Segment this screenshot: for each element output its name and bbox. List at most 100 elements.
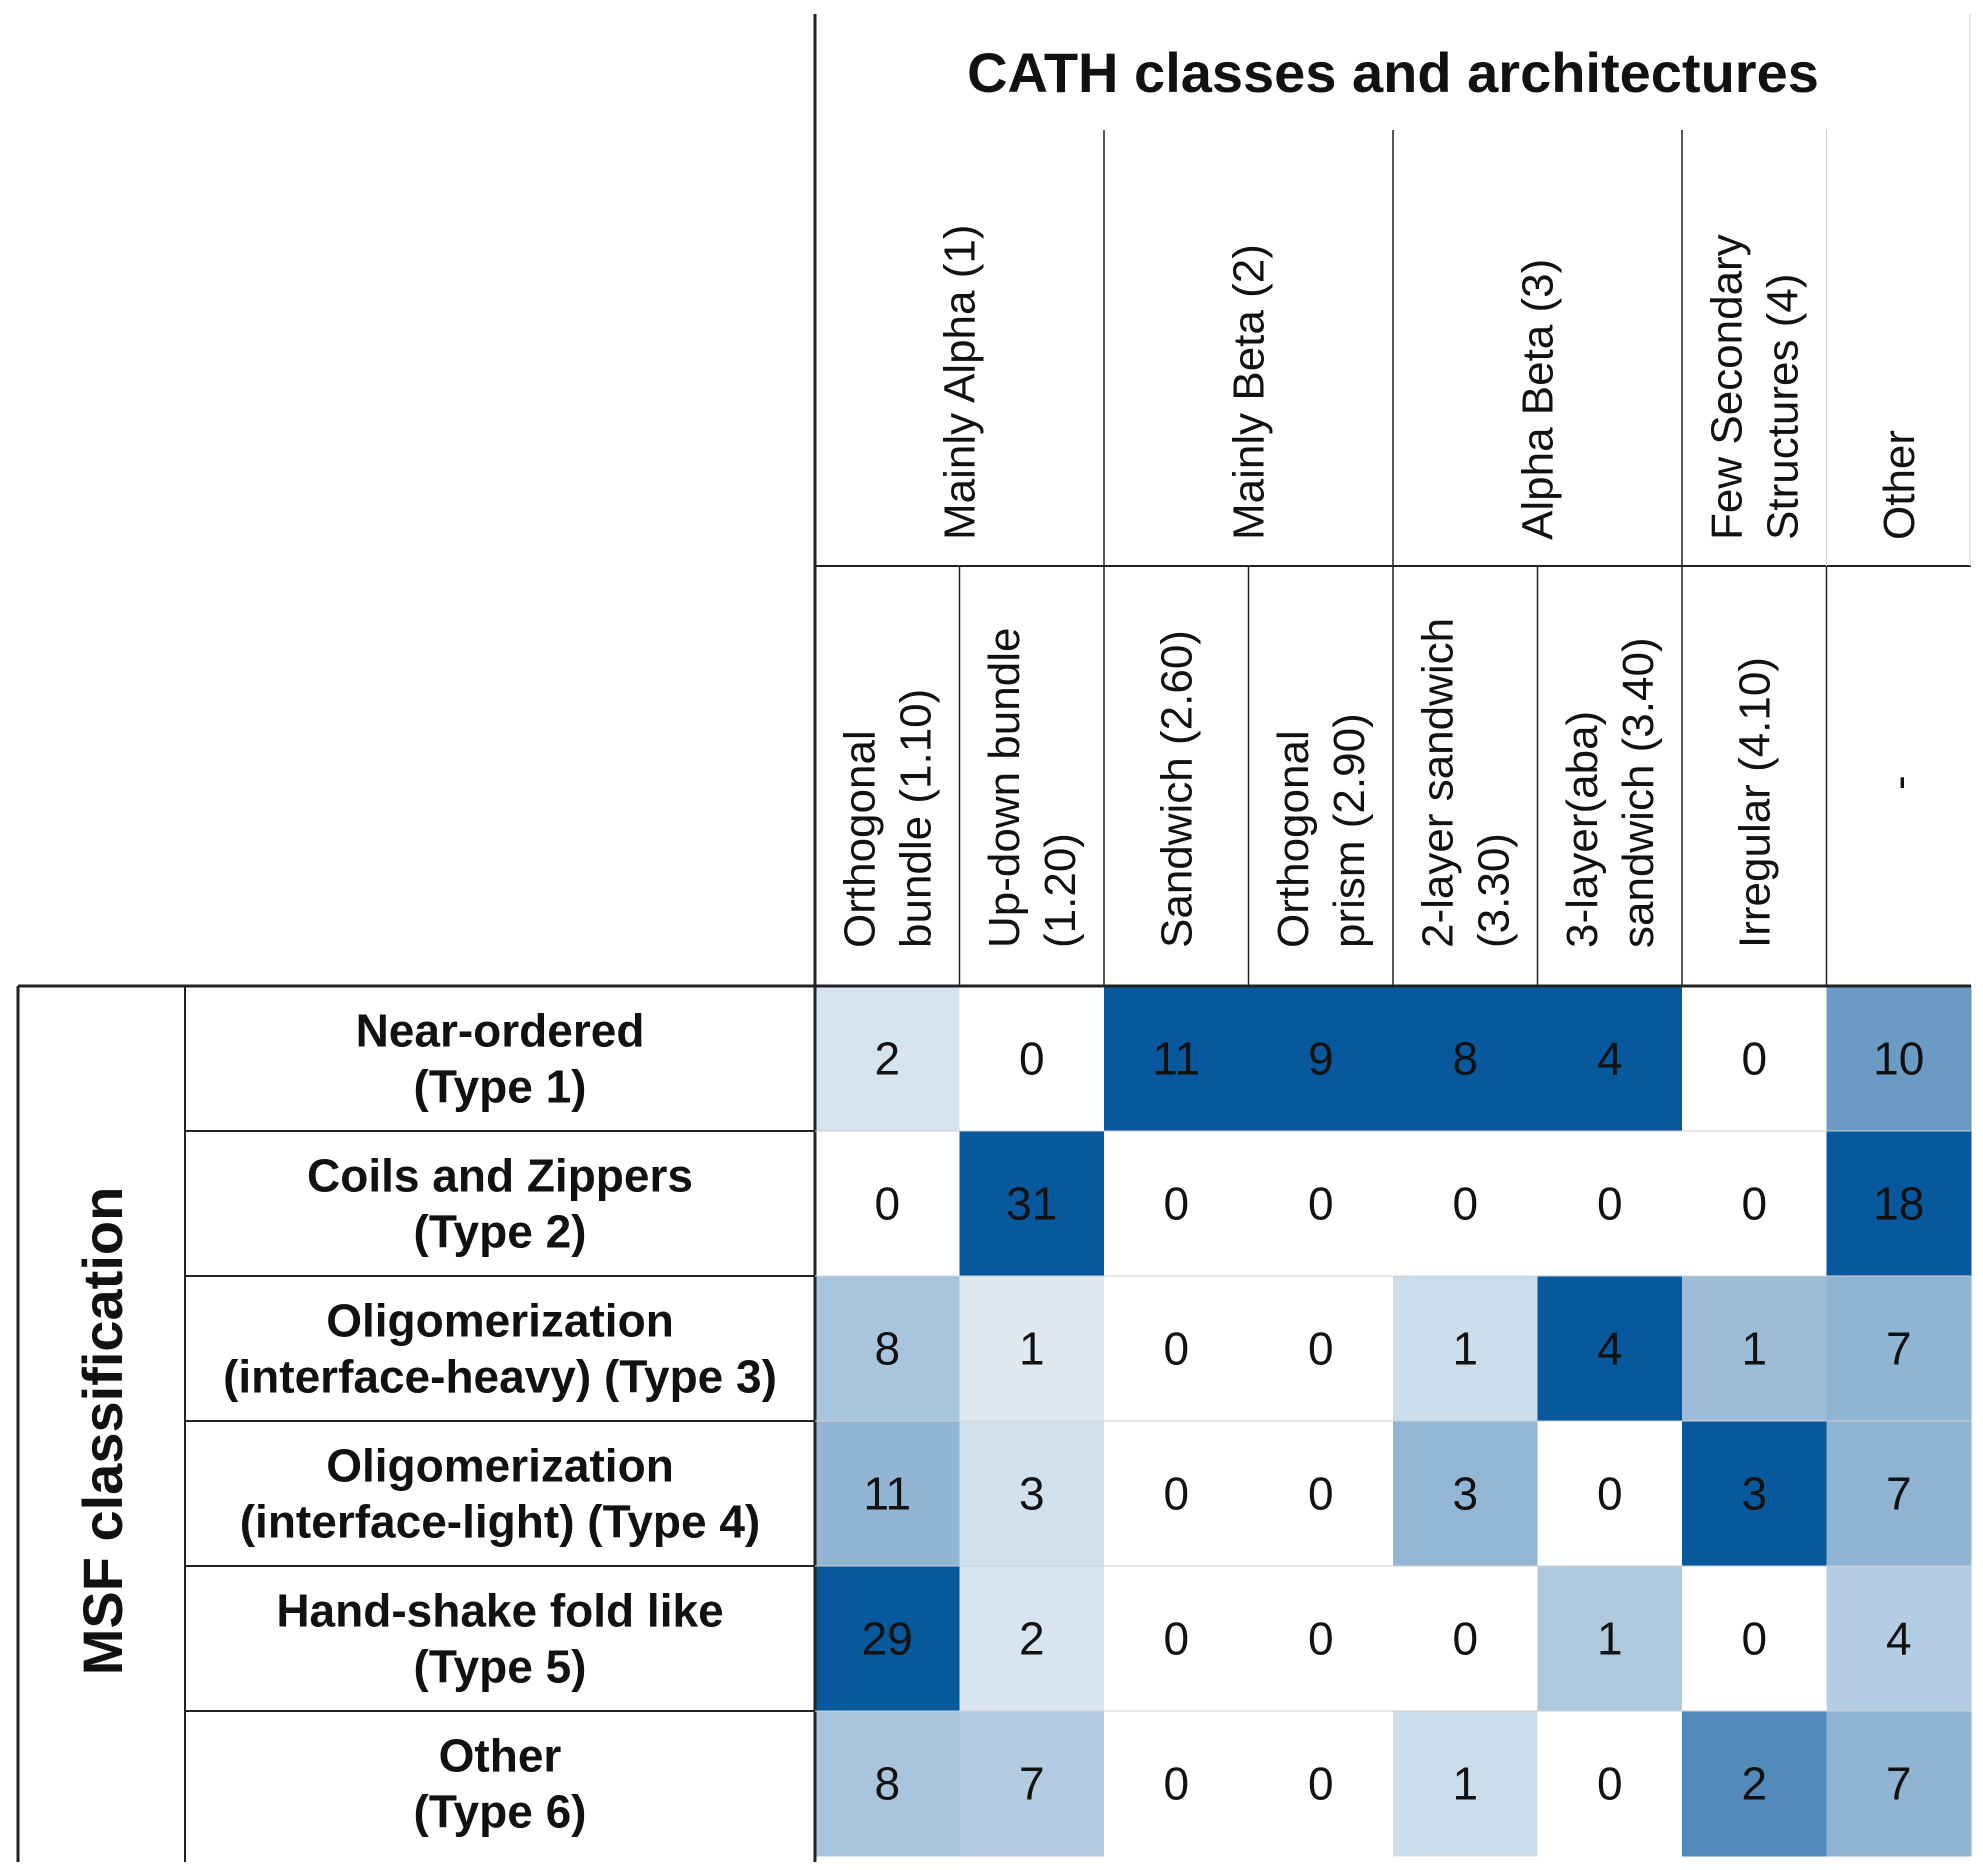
cell-value-label: 0	[1741, 1178, 1767, 1230]
cell-value-label: 4	[1597, 1033, 1623, 1085]
grid-lines	[16, 14, 1971, 1862]
architecture-label: Sandwich (2.60)	[1152, 630, 1201, 948]
heatmap-cell	[1537, 1421, 1683, 1567]
cell-value-label: 7	[1886, 1758, 1912, 1810]
cell-value-label: 11	[1152, 1033, 1200, 1085]
row-label: (Type 2)	[414, 1206, 587, 1258]
row-label: (Type 1)	[414, 1061, 587, 1113]
class-label-line: Other	[1875, 430, 1924, 540]
cell-value-label: 4	[1597, 1323, 1623, 1375]
architecture-label-line: Irregular (4.10)	[1730, 657, 1779, 948]
row-label: (interface-light) (Type 4)	[240, 1496, 761, 1548]
cell-value-label: 11	[863, 1468, 911, 1520]
labels: 2 0 11 9 8 4 0 100 31 0 0 0 0 0 188 1 0 0 1 4 1 711 3 0 0 3 0 3 729 2…	[71, 41, 1924, 1838]
architecture-label: Up-down bundle (1.20)	[980, 628, 1085, 948]
row-label: (Type 6)	[414, 1786, 587, 1838]
cell-value-label: 0	[1163, 1613, 1189, 1665]
heatmap-cell	[959, 1131, 1105, 1277]
heatmap-cell	[959, 1421, 1105, 1567]
cell-value-label: 3	[1452, 1468, 1478, 1520]
cell-value-label: 0	[1741, 1613, 1767, 1665]
architecture-label: -	[1875, 775, 1924, 790]
cell-value-label: 4	[1886, 1613, 1912, 1665]
heatmap-cell	[815, 1131, 960, 1277]
cell-value-label: 7	[1886, 1323, 1912, 1375]
heatmap-cell	[1682, 1131, 1827, 1277]
heatmap-cell	[1537, 1276, 1683, 1422]
architecture-label-line: 3-layer(aba)	[1558, 711, 1607, 948]
heatmap-cell	[1393, 1711, 1538, 1857]
cell-value-label: 0	[1308, 1758, 1334, 1810]
heatmap-cell	[1537, 1566, 1683, 1712]
row-label: (interface-heavy) (Type 3)	[223, 1351, 777, 1403]
architecture-label-line: bundle (1.10)	[891, 689, 940, 948]
row-label: Hand-shake fold like	[276, 1585, 723, 1637]
cell-value-label: 0	[1597, 1178, 1623, 1230]
cell-value-label: 0	[1308, 1613, 1334, 1665]
heatmap-cell	[1826, 1131, 1972, 1277]
heatmap-cell	[1826, 1276, 1972, 1422]
heatmap-cell	[1104, 1131, 1249, 1277]
architecture-label-line: Up-down bundle	[980, 628, 1029, 948]
row-label: Other	[439, 1730, 562, 1782]
cell-value-label: 0	[1163, 1468, 1189, 1520]
architecture-label-line: (3.30)	[1469, 833, 1518, 948]
cell-value-label: 2	[1019, 1613, 1045, 1665]
class-label: Mainly Beta (2)	[1225, 244, 1274, 540]
architecture-label: Orthogonal bundle (1.10)	[835, 689, 940, 948]
heatmap-cell	[815, 1276, 960, 1422]
architecture-label-line: -	[1875, 775, 1924, 790]
row-label: Oligomerization	[326, 1440, 674, 1492]
cell-value-label: 0	[1163, 1178, 1189, 1230]
cell-value-label: 0	[1019, 1033, 1045, 1085]
cell-value-label: 18	[1873, 1178, 1924, 1230]
cell-value-label: 0	[1741, 1033, 1767, 1085]
architecture-label: Orthogonal prism (2.90)	[1269, 713, 1374, 948]
heatmap-cells	[815, 986, 1972, 1857]
y-axis-label: MSF classification	[71, 1187, 134, 1676]
heatmap-cell	[1682, 1421, 1827, 1567]
cell-value-label: 9	[1308, 1033, 1334, 1085]
heatmap-cell	[1248, 1711, 1394, 1857]
cell-value-label: 7	[1886, 1468, 1912, 1520]
architecture-label: Irregular (4.10)	[1730, 657, 1779, 948]
heatmap-cell	[815, 1421, 960, 1567]
class-label: Few Secondary Structures (4)	[1702, 234, 1807, 540]
heatmap-cell	[1682, 986, 1827, 1132]
cell-value-label: 1	[1741, 1323, 1767, 1375]
heatmap-cell	[1826, 1711, 1972, 1857]
architecture-label-line: sandwich (3.40)	[1614, 637, 1663, 948]
heatmap-cell	[1393, 1276, 1538, 1422]
row-label: (Type 5)	[414, 1641, 587, 1693]
chart-title: CATH classes and architectures	[967, 41, 1819, 104]
class-label: Mainly Alpha (1)	[936, 225, 985, 540]
cell-value-label: 0	[1308, 1178, 1334, 1230]
heatmap-cell	[815, 1711, 960, 1857]
cell-value-label: 0	[1597, 1758, 1623, 1810]
cell-value-label: 8	[874, 1323, 900, 1375]
heatmap-cell	[1393, 1566, 1538, 1712]
class-label: Other	[1875, 430, 1924, 540]
architecture-label: 2-layer sandwich (3.30)	[1413, 618, 1518, 948]
heatmap-cell	[815, 1566, 960, 1712]
cell-value-label: 0	[1308, 1468, 1334, 1520]
cell-value-label: 1	[1452, 1323, 1478, 1375]
cell-value-label: 0	[1163, 1323, 1189, 1375]
cell-value-label: 29	[862, 1613, 913, 1665]
heatmap-cell	[1104, 986, 1249, 1132]
heatmap-cell	[1248, 1276, 1394, 1422]
cell-value-label: 0	[1452, 1613, 1478, 1665]
class-label-line: Mainly Alpha (1)	[936, 225, 985, 540]
cell-value-label: 1	[1019, 1323, 1045, 1375]
heatmap-cell	[1248, 1421, 1394, 1567]
architecture-label-line: Orthogonal	[835, 730, 884, 948]
cell-value-label: 0	[1163, 1758, 1189, 1810]
cell-value-label: 0	[874, 1178, 900, 1230]
cell-value-label: 0	[1452, 1178, 1478, 1230]
heatmap-cell	[959, 1276, 1105, 1422]
cell-value-label: 7	[1019, 1758, 1045, 1810]
row-label: Oligomerization	[326, 1295, 674, 1347]
cell-value-label: 1	[1597, 1613, 1623, 1665]
architecture-label: 3-layer(aba) sandwich (3.40)	[1558, 637, 1663, 948]
cell-value-label: 2	[1741, 1758, 1767, 1810]
